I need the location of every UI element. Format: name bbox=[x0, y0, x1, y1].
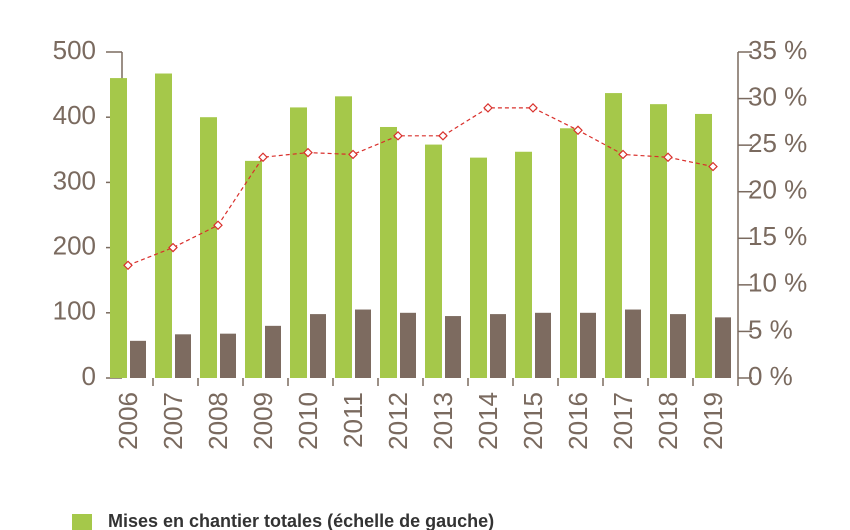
y-tick-label: 300 bbox=[53, 165, 96, 195]
bar bbox=[650, 104, 667, 378]
y2-tick-label: 0 % bbox=[748, 361, 793, 391]
bar bbox=[130, 340, 146, 378]
bar bbox=[470, 157, 487, 378]
y-tick-label: 400 bbox=[53, 100, 96, 130]
x-tick-label: 2006 bbox=[113, 392, 143, 450]
bar bbox=[290, 107, 307, 379]
legend-swatch bbox=[72, 514, 92, 530]
y2-tick-label: 30 % bbox=[748, 81, 807, 111]
bar bbox=[355, 309, 371, 378]
line bbox=[127, 107, 714, 266]
bar bbox=[245, 160, 262, 378]
line-marker bbox=[123, 260, 133, 271]
line-marker bbox=[213, 220, 223, 231]
y-tick-label: 500 bbox=[53, 35, 96, 65]
bar bbox=[335, 96, 352, 378]
line-marker bbox=[258, 152, 268, 163]
line-marker bbox=[303, 147, 313, 158]
bar bbox=[605, 93, 622, 379]
bar bbox=[155, 73, 172, 379]
y2-tick-label: 10 % bbox=[748, 268, 807, 298]
line-marker bbox=[393, 130, 403, 141]
y2-tick-label: 5 % bbox=[748, 314, 793, 344]
x-tick-label: 2019 bbox=[698, 392, 728, 450]
bar bbox=[515, 151, 532, 378]
x-tick-label: 2012 bbox=[383, 392, 413, 450]
x-tick-label: 2011 bbox=[338, 392, 368, 448]
x-tick-label: 2017 bbox=[608, 392, 638, 450]
bar bbox=[400, 312, 416, 378]
bar bbox=[715, 317, 731, 378]
bar bbox=[580, 312, 596, 378]
x-tick-label: 2007 bbox=[158, 392, 188, 450]
bar bbox=[310, 314, 326, 378]
bar bbox=[425, 144, 442, 378]
bar bbox=[670, 314, 686, 378]
bar bbox=[445, 316, 461, 378]
y2-tick-label: 35 % bbox=[748, 35, 807, 65]
bar bbox=[560, 128, 577, 378]
bar bbox=[490, 314, 506, 378]
line-marker bbox=[528, 103, 538, 113]
y2-tick-label: 15 % bbox=[748, 221, 807, 251]
y-tick-label: 100 bbox=[53, 296, 96, 326]
line-marker bbox=[708, 161, 718, 172]
line-marker bbox=[483, 103, 493, 113]
line-marker bbox=[663, 152, 673, 163]
legend-label: Mises en chantier totales (échelle de ga… bbox=[108, 511, 494, 530]
line-marker bbox=[573, 125, 583, 136]
line-marker bbox=[348, 149, 358, 160]
x-tick-label: 2013 bbox=[428, 392, 458, 450]
x-tick-label: 2018 bbox=[653, 392, 683, 450]
line-marker bbox=[168, 242, 178, 253]
y-tick-label: 0 bbox=[82, 361, 96, 391]
line-marker bbox=[438, 130, 448, 141]
bar bbox=[265, 325, 281, 378]
x-tick-label: 2010 bbox=[293, 392, 323, 450]
line-marker bbox=[618, 149, 628, 160]
x-tick-label: 2008 bbox=[203, 392, 233, 450]
y-tick-label: 200 bbox=[53, 230, 96, 260]
bar bbox=[220, 333, 236, 378]
bar bbox=[535, 312, 551, 378]
bar bbox=[175, 334, 191, 378]
y2-tick-label: 20 % bbox=[748, 175, 807, 205]
x-tick-label: 2016 bbox=[563, 392, 593, 450]
x-tick-label: 2014 bbox=[473, 392, 503, 450]
bar bbox=[695, 113, 712, 378]
bar bbox=[380, 126, 397, 378]
bar bbox=[200, 117, 217, 378]
bar bbox=[625, 309, 641, 378]
y2-tick-label: 25 % bbox=[748, 128, 807, 158]
x-tick-label: 2009 bbox=[248, 392, 278, 450]
x-tick-label: 2015 bbox=[518, 392, 548, 450]
bar bbox=[110, 78, 127, 378]
